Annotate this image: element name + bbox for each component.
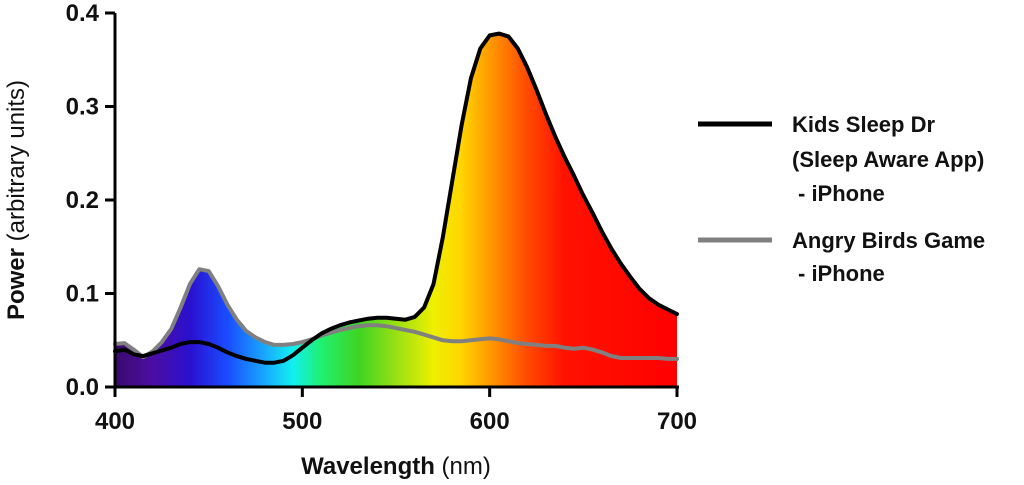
y-tick-label: 0.3 (66, 94, 99, 121)
legend-line-2: - iPhone (798, 261, 885, 286)
y-tick-label: 0.0 (66, 374, 99, 401)
legend: Kids Sleep Dr (Sleep Aware App) - iPhone… (698, 112, 991, 286)
y-axis-title-units: (arbitrary units) (3, 80, 30, 248)
x-tick-label: 700 (657, 408, 697, 435)
spectrum-fill-area (115, 33, 677, 387)
x-tick-label: 600 (470, 408, 510, 435)
y-axis-title: Power (arbitrary units) (3, 80, 30, 320)
series-line-angry-birds (113, 267, 679, 361)
x-axis-title-units: (nm) (435, 453, 491, 480)
legend-line-1: Kids Sleep Dr (792, 112, 935, 137)
series-line-kids-sleep-dr (113, 31, 679, 365)
y-axis-title-bold: Power (3, 248, 30, 320)
y-tick-label: 0.4 (66, 0, 100, 27)
y-tick-label: 0.1 (66, 281, 99, 308)
x-axis-title: Wavelength (nm) (301, 453, 491, 480)
x-tick-label: 500 (282, 408, 322, 435)
legend-line-3: - iPhone (798, 181, 885, 206)
legend-label-kids-sleep-dr: Kids Sleep Dr (Sleep Aware App) - iPhone (792, 112, 990, 206)
x-tick-label: 400 (95, 408, 135, 435)
legend-line-2: (Sleep Aware App) (792, 147, 984, 172)
x-axis-title-bold: Wavelength (301, 453, 435, 480)
legend-label-angry-birds: Angry Birds Game - iPhone (792, 228, 991, 286)
legend-line-1: Angry Birds Game (792, 228, 985, 253)
y-tick-label: 0.2 (66, 187, 99, 214)
